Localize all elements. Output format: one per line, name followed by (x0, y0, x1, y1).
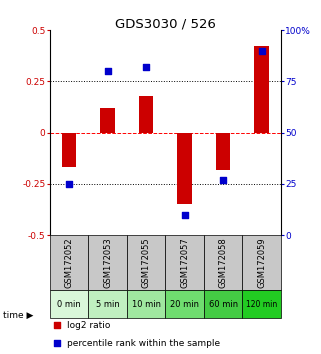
Bar (50, 290, 88, 319)
Point (221, 177, 226, 183)
Text: 60 min: 60 min (209, 299, 238, 308)
Bar (177, 133, 192, 204)
Bar (127, 235, 165, 290)
Point (143, 64, 149, 70)
Bar (242, 290, 281, 319)
Bar (204, 290, 242, 319)
Title: GDS3030 / 526: GDS3030 / 526 (115, 17, 216, 30)
Point (182, 212, 187, 217)
Text: time ▶: time ▶ (3, 311, 34, 320)
Bar (88, 235, 127, 290)
Bar (165, 235, 204, 290)
Text: 120 min: 120 min (246, 299, 277, 308)
Point (105, 68, 110, 74)
Text: GSM172058: GSM172058 (219, 237, 228, 288)
Text: GSM172059: GSM172059 (257, 237, 266, 288)
Text: 0 min: 0 min (57, 299, 81, 308)
Point (66, 181, 72, 187)
Bar (50, 235, 88, 290)
Text: GSM172057: GSM172057 (180, 237, 189, 288)
Text: 20 min: 20 min (170, 299, 199, 308)
Text: GSM172055: GSM172055 (142, 237, 151, 288)
Point (54, 322, 59, 328)
Text: 10 min: 10 min (132, 299, 160, 308)
Bar (165, 290, 204, 319)
Text: GSM172052: GSM172052 (65, 237, 74, 288)
Bar (254, 46, 269, 133)
Bar (100, 108, 115, 133)
Text: percentile rank within the sample: percentile rank within the sample (67, 339, 220, 348)
Point (259, 48, 264, 53)
Bar (242, 235, 281, 290)
Bar (216, 133, 230, 170)
Text: 5 min: 5 min (96, 299, 119, 308)
Point (54, 341, 59, 346)
Bar (127, 290, 165, 319)
Bar (204, 235, 242, 290)
Text: GSM172053: GSM172053 (103, 237, 112, 288)
Text: log2 ratio: log2 ratio (67, 321, 110, 330)
Bar (139, 96, 153, 133)
Bar (62, 133, 76, 167)
Bar (88, 290, 127, 319)
